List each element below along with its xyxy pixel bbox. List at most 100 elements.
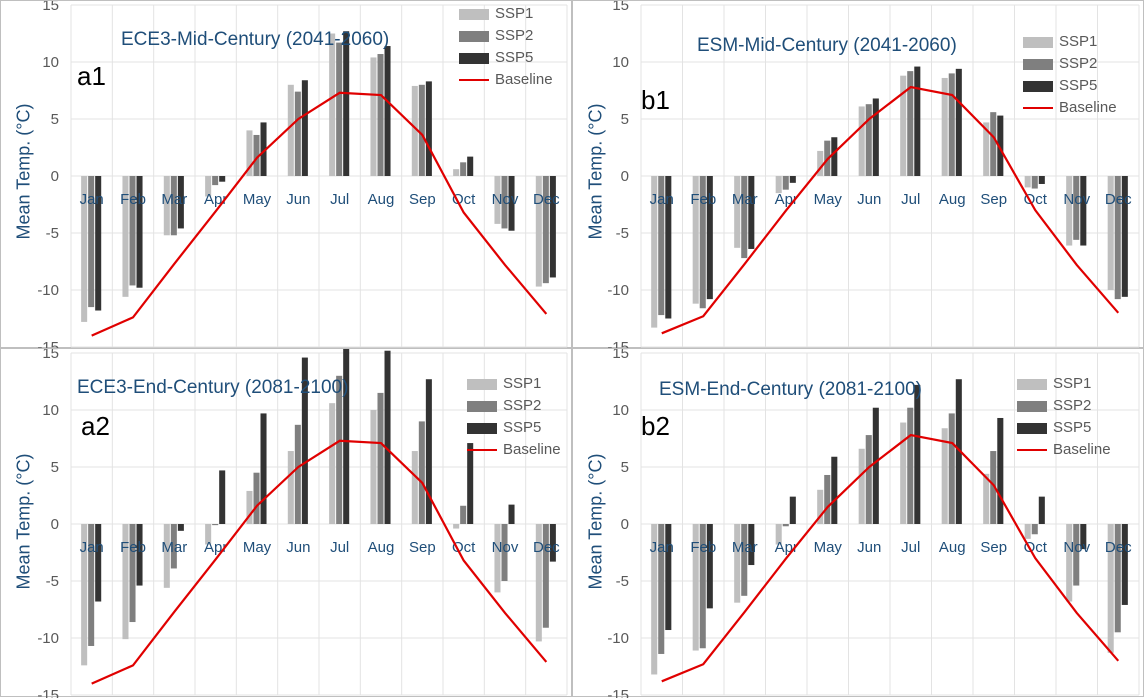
y-tick-label: -10 [37,282,59,299]
chart-title: ESM-End-Century (2081-2100) [659,379,922,400]
legend-swatch-ssp1 [1023,37,1053,48]
bar-ssp2-may [253,134,260,176]
bar-ssp2-feb [129,176,136,286]
chart-title: ECE3-End-Century (2081-2100) [77,377,349,398]
legend-swatch-ssp1 [467,379,497,390]
bar-ssp2-dec [542,524,549,628]
bar-ssp1-jul [900,422,907,524]
x-tick-label: Feb [690,191,716,208]
bar-ssp2-oct [460,162,467,176]
bar-ssp1-mar [163,176,170,236]
x-tick-label: Oct [1024,191,1048,208]
y-tick-label: 5 [621,459,629,476]
y-tick-label: 10 [612,54,629,71]
legend-swatch-ssp1 [459,9,489,20]
bar-ssp5-jan [665,176,672,319]
bar-ssp5-mar [748,524,755,566]
y-axis: -15 -10 -5 0 5 10 15 [607,1,629,349]
bar-ssp5-oct [467,443,474,524]
x-tick-label: Jun [857,539,881,556]
x-tick-label: Feb [690,539,716,556]
bar-ssp2-jun [294,424,301,524]
legend-swatch-ssp2 [1023,59,1053,70]
bar-ssp5-nov [508,176,515,231]
bar-ssp2-apr [782,524,789,527]
bar-ssp5-jul [343,31,350,176]
y-axis-label: Mean Temp. (°C) [13,453,34,590]
bar-ssp2-oct [1031,176,1038,189]
legend-label-baseline: Baseline [503,441,561,458]
x-tick-label: May [814,539,843,556]
y-axis-label: Mean Temp. (°C) [585,453,606,590]
bar-ssp5-mar [177,176,184,229]
bar-ssp2-apr [212,176,219,186]
bar-ssp2-jul [907,71,914,176]
x-tick-label: Nov [1063,191,1090,208]
bar-ssp2-jul [907,407,914,524]
x-tick-label: May [243,191,272,208]
bar-ssp5-feb [136,176,143,288]
bar-ssp5-sep [997,417,1004,524]
legend-swatch-ssp2 [1017,401,1047,412]
bar-ssp5-oct [1038,496,1045,524]
bar-ssp2-jan [88,176,95,308]
y-axis-label: Mean Temp. (°C) [13,103,34,240]
x-tick-label: Dec [1105,539,1132,556]
bar-ssp1-nov [1066,176,1073,246]
y-tick-label: 5 [621,111,629,128]
bar-ssp5-may [260,413,267,524]
x-tick-label: Nov [1063,539,1090,556]
legend-label-baseline: Baseline [1059,99,1117,116]
bar-ssp5-jan [95,176,102,311]
bar-ssp1-jun [287,84,294,176]
x-tick-label: Feb [120,539,146,556]
bar-ssp1-oct [1024,524,1031,539]
y-axis: -15 -10 -5 0 5 10 15 [37,349,59,698]
x-tick-label: Jun [286,539,310,556]
bar-ssp1-jan [651,176,658,328]
bar-ssp2-aug [377,54,384,176]
y-tick-label: -10 [607,630,629,647]
bar-ssp1-aug [941,77,948,176]
bar-ssp5-jun [872,98,879,176]
legend-line-baseline [1017,449,1047,451]
y-tick-label: -5 [616,573,629,590]
bar-ssp1-dec [1107,176,1114,290]
x-tick-label: Jun [857,191,881,208]
bar-ssp2-feb [129,524,136,623]
bar-ssp2-sep [990,451,997,524]
gridlines [70,352,568,696]
bar-ssp1-mar [163,524,170,588]
bar-ssp5-dec [549,176,556,278]
x-tick-label: May [243,539,272,556]
bar-ssp2-jun [294,91,301,176]
bar-ssp2-may [253,472,260,524]
bar-ssp2-mar [170,176,177,236]
bar-ssp5-dec [549,524,556,562]
legend-label-ssp2: SSP2 [1059,55,1098,72]
y-tick-label: -15 [37,339,59,349]
y-axis: -15 -10 -5 0 5 10 15 [37,1,59,349]
bar-ssp5-mar [177,524,184,531]
bar-ssp1-nov [494,524,501,593]
bar-ssp2-feb [699,176,706,309]
bar-ssp2-sep [418,421,425,524]
bar-ssp2-jul [336,375,343,524]
legend-swatch-ssp5 [459,53,489,64]
x-tick-label: Dec [533,539,560,556]
bar-ssp1-aug [370,410,377,524]
baseline-line [661,433,1120,683]
bar-ssp5-apr [789,176,796,183]
bar-ssp1-nov [494,176,501,224]
bar-ssp5-aug [955,68,962,176]
bar-ssp1-oct [453,524,460,529]
bar-ssp1-apr [205,524,212,545]
bar-ssp2-nov [501,524,508,581]
legend-line-baseline [467,449,497,451]
bar-ssp1-may [817,150,824,176]
bars [651,66,1128,328]
legend-label-ssp5: SSP5 [495,49,534,66]
bar-ssp1-aug [941,428,948,524]
bars [81,349,556,666]
